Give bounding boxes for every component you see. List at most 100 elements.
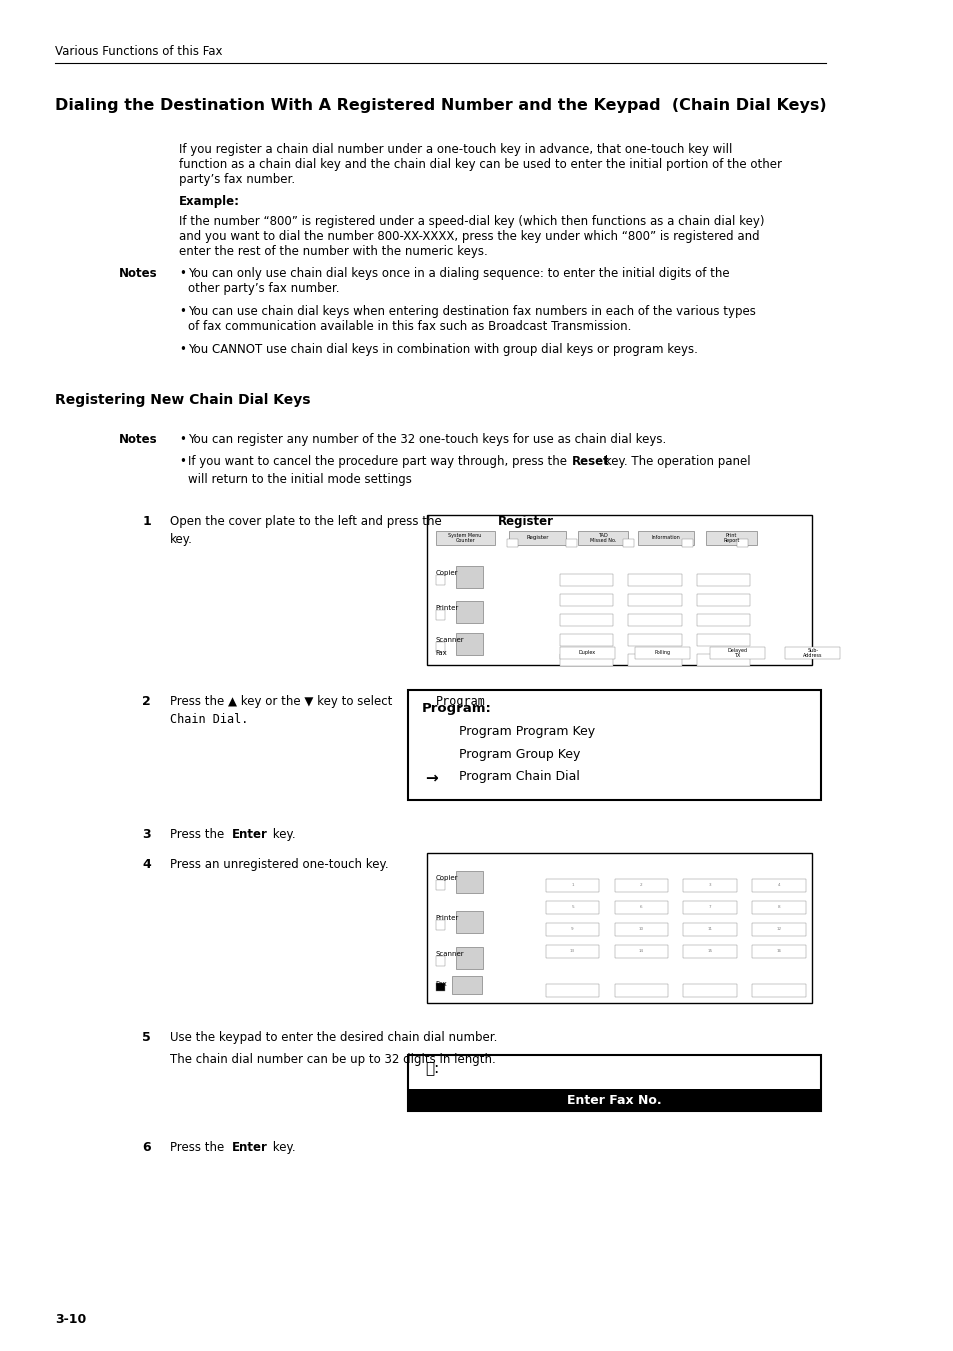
Text: key.: key. [269,1142,295,1154]
Text: 6: 6 [142,1142,151,1154]
Bar [408,1089,821,1111]
Text: You can use chain dial keys when entering destination fax numbers in each of the: You can use chain dial keys when enterin… [188,305,755,332]
Text: If you register a chain dial number under a one-touch key in advance, that one-t: If you register a chain dial number unde… [179,143,781,186]
Text: •: • [179,343,186,357]
Text: TAD
Missed No.: TAD Missed No. [589,532,616,543]
Bar [559,613,612,626]
Bar [614,944,667,958]
Bar [614,984,667,997]
Bar [559,594,612,607]
Text: 2: 2 [639,884,642,888]
Text: Delayed
TX: Delayed TX [727,647,747,658]
Text: Register: Register [526,535,548,540]
Bar [697,613,750,626]
Text: 12: 12 [776,927,781,931]
Text: Press the: Press the [170,1142,228,1154]
Text: Open the cover plate to the left and press the: Open the cover plate to the left and pre… [170,515,445,528]
Bar [578,531,628,544]
Text: Example:: Example: [179,195,239,208]
Text: Information: Information [651,535,679,540]
Text: Chain Dial.: Chain Dial. [170,713,248,725]
Bar [436,880,444,890]
Text: If the number “800” is registered under a speed-dial key (which then functions a: If the number “800” is registered under … [179,215,763,258]
Bar [545,901,598,915]
Bar [456,634,483,655]
Text: Fax: Fax [436,981,447,988]
Text: 5: 5 [571,905,573,909]
Text: key. The operation panel: key. The operation panel [600,455,750,467]
Text: will return to the initial mode settings: will return to the initial mode settings [188,473,412,486]
Text: •: • [179,455,186,467]
Bar [736,539,747,547]
Bar [697,594,750,607]
Text: Reset: Reset [571,455,609,467]
Text: Press the: Press the [170,828,228,842]
Bar [614,901,667,915]
Text: 1: 1 [142,515,151,528]
Bar [682,923,736,936]
Bar [559,654,612,666]
Text: 3-10: 3-10 [55,1313,86,1325]
Bar [559,647,614,659]
Bar [452,975,481,994]
Bar [565,539,577,547]
Bar [456,911,483,934]
Text: 3: 3 [142,828,151,842]
Text: Enter: Enter [232,1142,268,1154]
Text: 4: 4 [777,884,780,888]
Text: Dialing the Destination With A Registered Number and the Keypad  (Chain Dial Key: Dialing the Destination With A Registere… [55,99,826,113]
Text: The chain dial number can be up to 32 digits in length.: The chain dial number can be up to 32 di… [170,1052,495,1066]
Bar [614,880,667,892]
Bar [436,642,444,653]
Text: key.: key. [269,828,295,842]
FancyBboxPatch shape [408,1055,821,1111]
Bar [681,539,692,547]
Bar [436,611,444,620]
Bar [682,944,736,958]
Bar [456,566,483,588]
Bar [634,647,689,659]
Text: Program Group Key: Program Group Key [458,748,579,761]
Text: 4: 4 [142,858,151,871]
Text: If you want to cancel the procedure part way through, press the: If you want to cancel the procedure part… [188,455,570,467]
Text: Scanner: Scanner [436,951,464,957]
FancyBboxPatch shape [426,852,811,1002]
Bar [545,880,598,892]
Bar [752,944,804,958]
Text: •: • [179,305,186,317]
Text: Print
Report: Print Report [722,532,739,543]
Bar [628,634,681,646]
Text: 2: 2 [142,694,151,708]
Text: Enter Fax No.: Enter Fax No. [567,1093,661,1106]
Bar [628,574,681,586]
Bar [784,647,840,659]
Text: Use the keypad to enter the desired chain dial number.: Use the keypad to enter the desired chai… [170,1031,497,1044]
Text: Notes: Notes [119,267,158,280]
Text: Copier: Copier [436,570,457,576]
Text: →: → [424,770,437,785]
Bar [697,574,750,586]
Bar [436,920,444,929]
Text: Notes: Notes [119,434,158,446]
Text: 5: 5 [142,1031,151,1044]
Text: Program:: Program: [421,703,492,715]
Text: 14: 14 [639,948,643,952]
Text: 15: 15 [707,948,712,952]
Bar [752,923,804,936]
Text: 13: 13 [569,948,575,952]
Text: Press an unregistered one-touch key.: Press an unregistered one-touch key. [170,858,388,871]
Bar [752,984,804,997]
Bar [622,539,634,547]
Text: Scanner: Scanner [436,638,464,643]
Bar [697,654,750,666]
Bar [436,957,444,966]
Bar [559,574,612,586]
Text: Program: Program [436,694,485,708]
Bar [456,947,483,969]
Text: 9: 9 [571,927,573,931]
Bar [709,647,764,659]
Bar [705,531,756,544]
Text: Program Chain Dial: Program Chain Dial [458,770,579,784]
Text: Sub-
Address: Sub- Address [802,647,821,658]
Text: Printer: Printer [436,915,458,921]
